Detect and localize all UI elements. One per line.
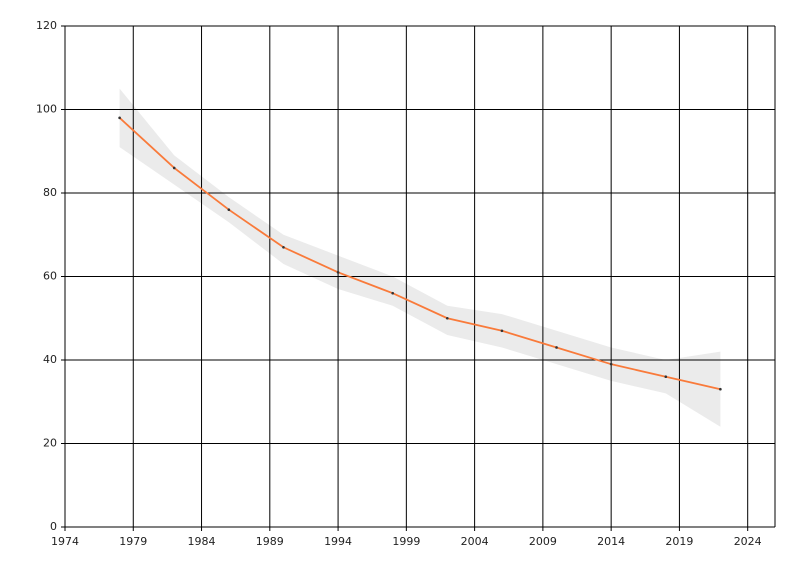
- y-tick-label: 20: [43, 437, 57, 450]
- point: [172, 166, 176, 170]
- point: [500, 329, 504, 333]
- point: [609, 362, 613, 366]
- point: [282, 245, 285, 249]
- x-tick-label: 2014: [597, 535, 625, 548]
- y-tick-label: 40: [43, 353, 57, 366]
- point: [391, 291, 394, 295]
- line: [119, 117, 721, 391]
- x-tick-label: 2009: [529, 535, 557, 548]
- y-tick-label: 120: [36, 19, 57, 32]
- x-tick-label: 1974: [51, 535, 79, 548]
- point: [336, 271, 340, 274]
- y-tick-label: 80: [43, 186, 57, 199]
- x-tick-label: 1979: [119, 535, 147, 548]
- point: [664, 375, 668, 379]
- x-tick-label: 2024: [734, 535, 762, 548]
- y-tick-label: 0: [50, 520, 57, 533]
- x-tick-label: 2004: [461, 535, 489, 548]
- x-tick-label: 2019: [665, 535, 693, 548]
- point: [227, 208, 231, 211]
- x-tick-label: 1999: [392, 535, 420, 548]
- point: [446, 316, 449, 320]
- x-tick-label: 1989: [256, 535, 284, 548]
- point: [555, 346, 558, 349]
- y-tick-label: 100: [36, 103, 57, 116]
- y-tick-label: 60: [43, 270, 57, 283]
- point: [118, 116, 121, 120]
- x-tick-label: 1984: [188, 535, 216, 548]
- point: [719, 387, 722, 391]
- x-tick-label: 1994: [324, 535, 352, 548]
- confidence-band: [119, 88, 721, 427]
